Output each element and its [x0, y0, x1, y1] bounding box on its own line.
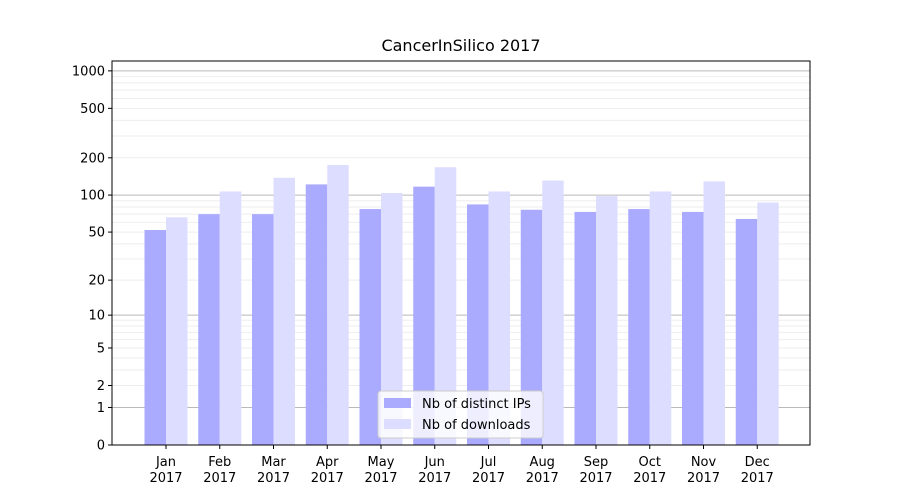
legend-swatch	[384, 398, 411, 408]
bar-distinct-ips	[735, 218, 758, 445]
y-tick-label: 1	[97, 401, 105, 416]
y-tick-label: 100	[80, 189, 105, 204]
x-tick-label-month: Mar	[261, 455, 286, 470]
x-tick-label-year: 2017	[203, 471, 236, 486]
bar-distinct-ips	[520, 209, 543, 445]
y-tick-label: 5	[97, 341, 105, 356]
x-tick-label-year: 2017	[579, 471, 612, 486]
x-tick-label-year: 2017	[472, 471, 505, 486]
chart-title: CancerInSilico 2017	[381, 36, 540, 55]
bar-downloads	[381, 192, 403, 445]
x-tick-label-month: May	[368, 455, 395, 470]
bar-downloads	[488, 191, 510, 445]
bar-downloads	[327, 164, 349, 446]
bar-downloads	[703, 181, 725, 446]
x-tick-label-year: 2017	[311, 471, 344, 486]
bar-distinct-ips	[574, 211, 596, 445]
bar-downloads	[542, 180, 564, 446]
bar-distinct-ips	[359, 209, 381, 445]
y-tick-label: 1000	[72, 64, 105, 79]
bar-distinct-ips	[682, 211, 704, 445]
x-tick-label-year: 2017	[633, 471, 666, 486]
x-tick-label-month: Aug	[530, 455, 555, 470]
bar-downloads	[219, 191, 242, 445]
x-tick-label-month: Jun	[424, 455, 445, 470]
legend-swatch	[384, 419, 411, 429]
x-tick-label-month: Sep	[584, 455, 609, 470]
x-tick-label-year: 2017	[149, 471, 182, 486]
x-axis: Jan2017Feb2017Mar2017Apr2017May2017Jun20…	[149, 445, 774, 486]
y-tick-label: 50	[88, 226, 105, 241]
x-tick-label-year: 2017	[257, 471, 290, 486]
bar-distinct-ips	[467, 204, 489, 445]
y-tick-label: 500	[80, 102, 105, 117]
plot-frame	[111, 60, 811, 446]
bar-distinct-ips	[198, 214, 220, 445]
bars	[144, 164, 779, 446]
bar-downloads	[649, 191, 672, 445]
legend-label: Nb of downloads	[422, 418, 531, 433]
y-tick-label: 200	[80, 151, 105, 166]
legend: Nb of distinct IPs Nb of downloads	[377, 390, 544, 439]
legend-label: Nb of distinct IPs	[422, 397, 531, 412]
bar-distinct-ips	[628, 209, 650, 445]
bar-distinct-ips	[305, 184, 328, 445]
x-tick-label-year: 2017	[526, 471, 559, 486]
x-tick-label-month: Feb	[208, 455, 231, 470]
x-tick-label-month: Dec	[745, 455, 770, 470]
x-tick-label-year: 2017	[687, 471, 720, 486]
y-tick-label: 0	[97, 439, 105, 454]
y-axis: 0 1 2 5 10 20 50 100 200 500 1000	[72, 64, 112, 454]
bar-downloads	[166, 217, 188, 445]
x-tick-label-month: Oct	[639, 455, 661, 470]
bar-downloads	[757, 202, 779, 445]
bar-downloads	[596, 196, 618, 445]
x-tick-label-month: Apr	[316, 455, 339, 470]
x-tick-label-month: Jan	[155, 455, 176, 470]
x-tick-label-month: Jul	[480, 455, 497, 470]
bar-downloads	[273, 177, 295, 445]
legend-box	[377, 390, 544, 439]
y-tick-label: 20	[88, 274, 105, 289]
x-tick-label-year: 2017	[364, 471, 397, 486]
bar-distinct-ips	[144, 229, 166, 445]
y-tick-label: 2	[97, 379, 105, 394]
bar-downloads	[434, 167, 457, 445]
x-tick-label-year: 2017	[741, 471, 774, 486]
bar-distinct-ips	[413, 186, 435, 445]
y-tick-label: 10	[88, 309, 105, 324]
x-tick-label-month: Nov	[691, 455, 717, 470]
bar-distinct-ips	[252, 214, 274, 445]
x-tick-label-year: 2017	[418, 471, 451, 486]
